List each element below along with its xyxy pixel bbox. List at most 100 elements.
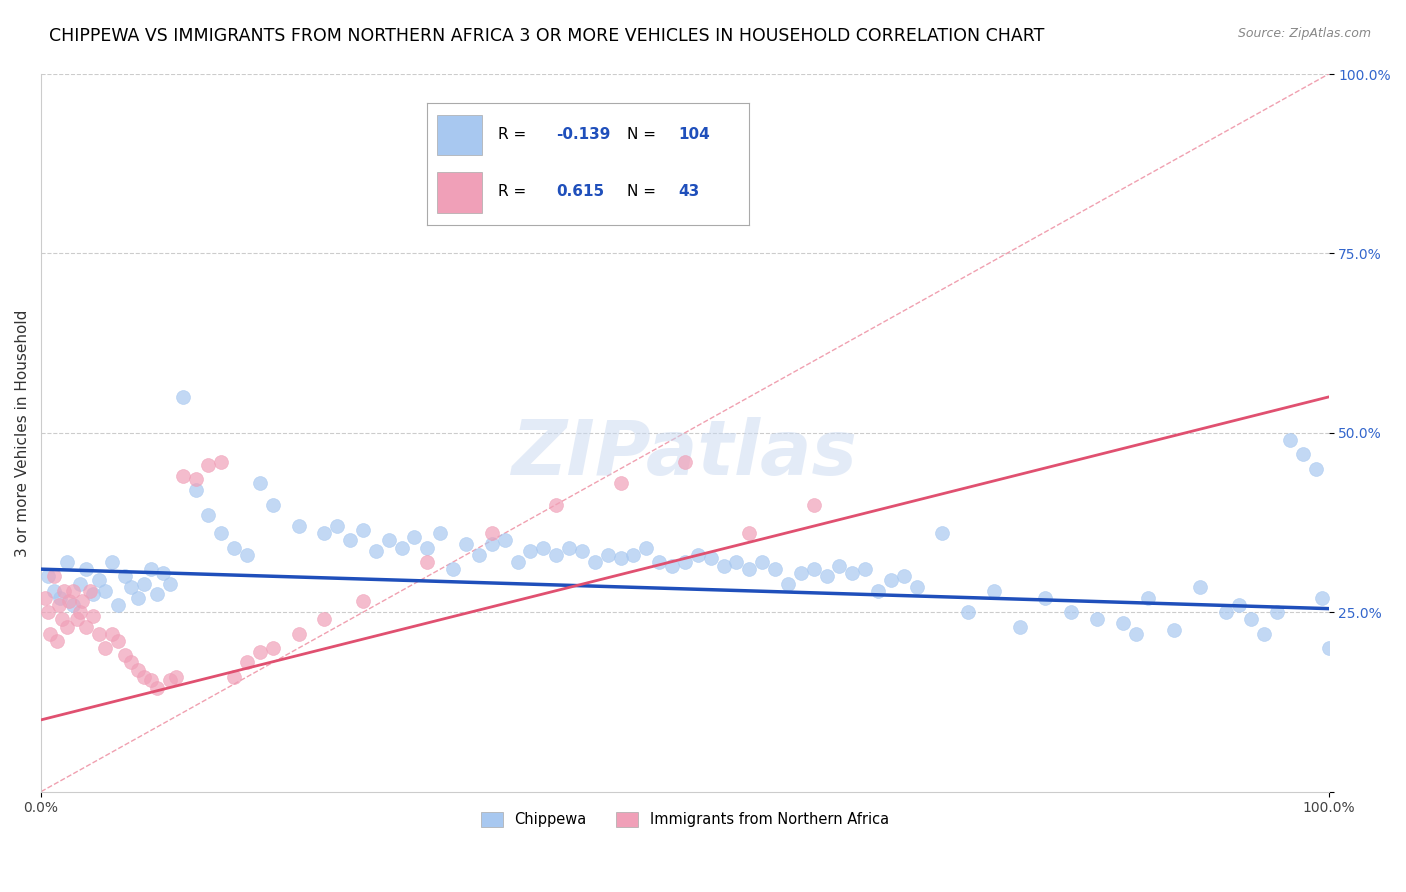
Point <box>339 533 361 548</box>
Point <box>1215 605 1237 619</box>
Point <box>107 634 129 648</box>
Point <box>673 555 696 569</box>
Point <box>120 580 142 594</box>
Point <box>49 591 72 605</box>
Point <box>94 641 117 656</box>
Point <box>172 468 194 483</box>
Point <box>738 526 761 541</box>
Point <box>197 508 219 523</box>
Point <box>1163 623 1185 637</box>
Point <box>429 526 451 541</box>
Point <box>905 580 928 594</box>
Point <box>69 576 91 591</box>
Point <box>114 648 136 663</box>
Point <box>172 390 194 404</box>
Point <box>546 548 568 562</box>
Point <box>1227 598 1250 612</box>
Point <box>69 605 91 619</box>
Point <box>87 626 110 640</box>
Point <box>713 558 735 573</box>
Point <box>45 634 67 648</box>
Point <box>571 544 593 558</box>
Point <box>62 598 84 612</box>
Point <box>725 555 748 569</box>
Point <box>776 576 799 591</box>
Point <box>803 498 825 512</box>
Point <box>184 473 207 487</box>
Point <box>127 591 149 605</box>
Point <box>673 454 696 468</box>
Point <box>803 562 825 576</box>
Point <box>893 569 915 583</box>
Point <box>101 555 124 569</box>
Point <box>648 555 671 569</box>
Point <box>326 519 349 533</box>
Point <box>56 619 79 633</box>
Point <box>127 663 149 677</box>
Point <box>441 562 464 576</box>
Point <box>51 612 73 626</box>
Point <box>314 612 336 626</box>
Point <box>209 526 232 541</box>
Point <box>184 483 207 498</box>
Point <box>661 558 683 573</box>
Point <box>262 498 284 512</box>
Text: CHIPPEWA VS IMMIGRANTS FROM NORTHERN AFRICA 3 OR MORE VEHICLES IN HOUSEHOLD CORR: CHIPPEWA VS IMMIGRANTS FROM NORTHERN AFR… <box>49 27 1045 45</box>
Point <box>1317 641 1340 656</box>
Point <box>1111 615 1133 630</box>
Point <box>1305 461 1327 475</box>
Point <box>72 594 94 608</box>
Point <box>139 562 162 576</box>
Point <box>209 454 232 468</box>
Point <box>931 526 953 541</box>
Point <box>506 555 529 569</box>
Point <box>58 594 80 608</box>
Point <box>120 656 142 670</box>
Point <box>165 670 187 684</box>
Point <box>751 555 773 569</box>
Point <box>1035 591 1057 605</box>
Point <box>853 562 876 576</box>
Point <box>87 573 110 587</box>
Point <box>262 641 284 656</box>
Point <box>558 541 581 555</box>
Point <box>146 681 169 695</box>
Point <box>352 523 374 537</box>
Point <box>82 587 104 601</box>
Point <box>494 533 516 548</box>
Text: ZIPatlas: ZIPatlas <box>512 417 858 491</box>
Point <box>132 670 155 684</box>
Point <box>468 548 491 562</box>
Point <box>546 498 568 512</box>
Point <box>699 551 721 566</box>
Point <box>364 544 387 558</box>
Point <box>391 541 413 555</box>
Point <box>404 530 426 544</box>
Point <box>107 598 129 612</box>
Point <box>42 583 65 598</box>
Point <box>481 526 503 541</box>
Point <box>454 537 477 551</box>
Point <box>1188 580 1211 594</box>
Point <box>1310 591 1333 605</box>
Point <box>48 598 70 612</box>
Point <box>377 533 399 548</box>
Point <box>1008 619 1031 633</box>
Point <box>880 573 903 587</box>
Point <box>79 583 101 598</box>
Point <box>866 583 889 598</box>
Point <box>763 562 786 576</box>
Point <box>39 626 62 640</box>
Point <box>841 566 863 580</box>
Point <box>621 548 644 562</box>
Point <box>983 583 1005 598</box>
Point <box>159 673 181 688</box>
Point <box>236 656 259 670</box>
Point <box>352 594 374 608</box>
Point <box>94 583 117 598</box>
Point <box>1265 605 1288 619</box>
Point <box>686 548 709 562</box>
Text: Source: ZipAtlas.com: Source: ZipAtlas.com <box>1237 27 1371 40</box>
Point <box>1137 591 1160 605</box>
Point <box>75 619 97 633</box>
